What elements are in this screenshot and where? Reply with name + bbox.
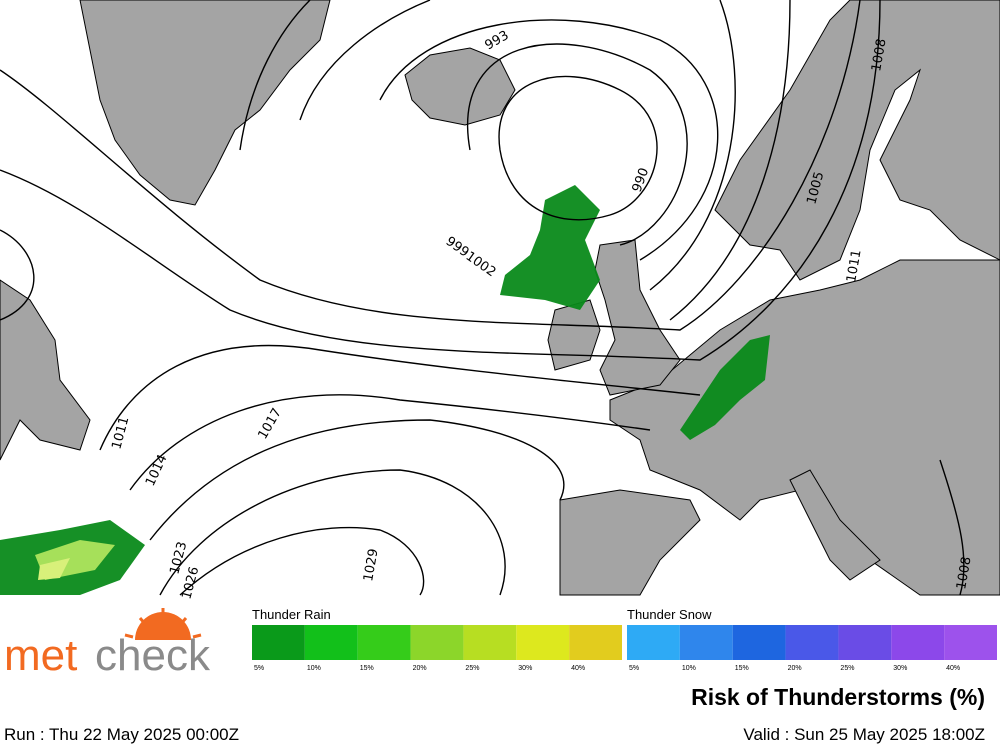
iberia	[559, 489, 701, 596]
legend-swatch	[891, 625, 945, 660]
legend-label: 30%	[518, 665, 532, 672]
legend: Thunder Rain 5% 10% 15% 20% 25% 30% 40% Thunder …	[252, 607, 997, 672]
ireland	[547, 299, 601, 371]
legend-swatch	[463, 625, 517, 660]
legend-label: 20%	[788, 665, 802, 672]
legend-label: 15%	[360, 665, 374, 672]
valid-time: Valid : Sun 25 May 2025 18:00Z	[743, 725, 985, 744]
legend-label: 20%	[413, 665, 427, 672]
legend-swatch	[627, 625, 680, 660]
thunder-area	[680, 335, 770, 440]
legend-swatch	[410, 625, 464, 660]
thunder-area	[38, 558, 70, 580]
scandinavia	[714, 0, 1000, 281]
legend-swatch	[679, 625, 733, 660]
logo-sun	[135, 612, 191, 640]
legend-label: 10%	[307, 665, 321, 672]
isobar-label: 1029	[361, 547, 382, 582]
legend-label: 15%	[735, 665, 749, 672]
isobar-label: 1008	[954, 555, 975, 590]
legend-swatch	[516, 625, 570, 660]
legend-group-title: Thunder Snow	[627, 607, 712, 622]
logo-text: met	[4, 631, 77, 680]
legend-swatch	[838, 625, 892, 660]
isobar-label: 1011	[844, 248, 865, 283]
map: 993 990 999 1002 1005 1008 1011 1011 101…	[0, 0, 1000, 601]
legend-swatch	[252, 625, 305, 660]
legend-label: 40%	[946, 665, 960, 672]
europe	[609, 259, 1000, 596]
legend-swatch	[304, 625, 358, 660]
greenland	[79, 0, 331, 206]
logo-rays	[124, 608, 202, 639]
legend-title: Risk of Thunderstorms (%)	[691, 684, 985, 710]
legend-group-title: Thunder Rain	[252, 607, 331, 622]
logo-text: check	[95, 631, 211, 680]
legend-label: 25%	[840, 665, 854, 672]
legend-swatch	[944, 625, 997, 660]
italy	[789, 469, 881, 581]
run-time: Run : Thu 22 May 2025 00:00Z	[4, 725, 239, 744]
legend-swatch	[785, 625, 839, 660]
legend-label: 10%	[682, 665, 696, 672]
isobar-label: 1008	[869, 37, 890, 72]
legend-label: 5%	[629, 665, 639, 672]
logo: met check	[4, 608, 211, 680]
legend-label: 5%	[254, 665, 264, 672]
legend-label: 25%	[465, 665, 479, 672]
legend-swatch	[732, 625, 786, 660]
isobars	[0, 0, 965, 596]
legend-swatch	[569, 625, 622, 660]
thunder-area	[500, 185, 600, 310]
iceland	[404, 47, 516, 126]
legend-label: 40%	[571, 665, 585, 672]
legend-label: 30%	[893, 665, 907, 672]
legend-swatch	[357, 625, 411, 660]
north-america	[0, 279, 91, 461]
